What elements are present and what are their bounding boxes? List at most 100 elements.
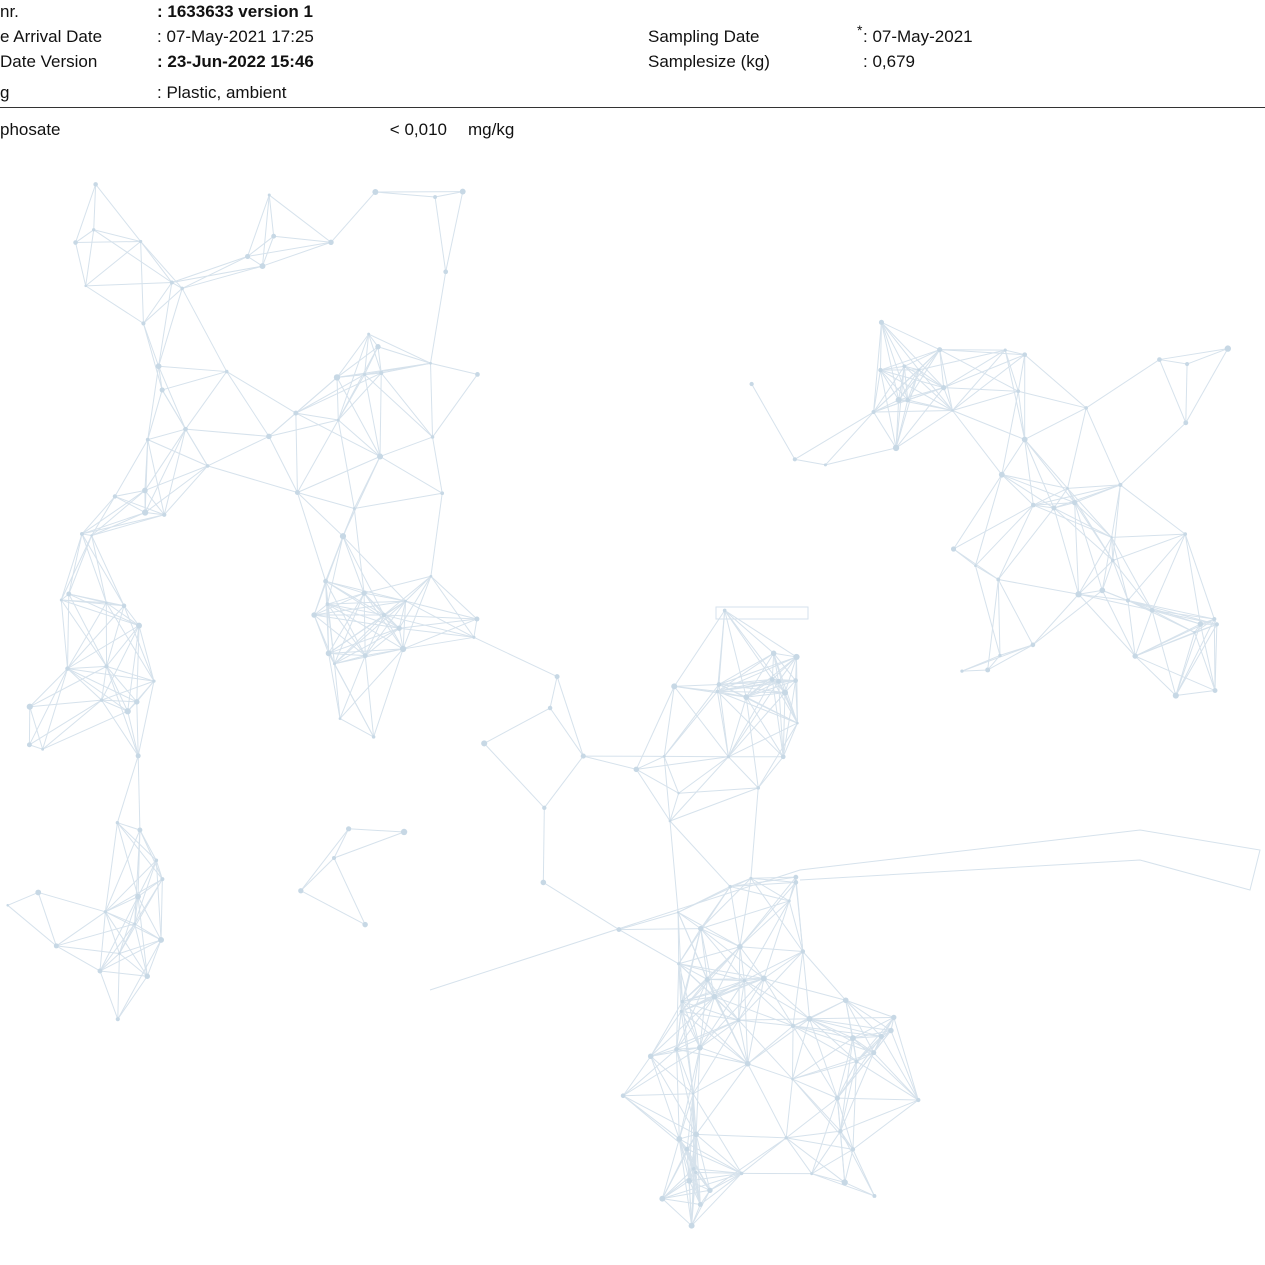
network-line	[742, 1138, 787, 1174]
network-line	[758, 757, 783, 788]
network-dot	[73, 240, 78, 245]
network-dot	[671, 683, 677, 689]
field-label: e Arrival Date	[0, 27, 102, 47]
network-dot	[268, 194, 271, 197]
network-line	[1159, 349, 1227, 360]
network-line	[375, 192, 435, 197]
network-dot	[339, 717, 342, 720]
network-dot	[104, 910, 107, 913]
network-line	[783, 723, 797, 757]
network-dot	[41, 748, 44, 751]
network-dot	[152, 679, 155, 682]
network-dot	[698, 926, 703, 931]
field-label: g	[0, 83, 9, 103]
network-dot	[697, 1045, 703, 1051]
network-dot	[793, 678, 798, 683]
network-dot	[293, 411, 298, 416]
network-line	[227, 372, 269, 437]
network-dot	[1193, 631, 1196, 634]
network-line	[86, 230, 94, 286]
network-line	[86, 241, 141, 285]
network-line	[874, 411, 953, 413]
network-line	[337, 377, 338, 420]
network-dot	[113, 494, 117, 498]
network-line	[349, 829, 404, 832]
network-dot	[770, 677, 775, 682]
network-line	[998, 579, 1078, 594]
field-label: nr.	[0, 2, 19, 22]
network-dot	[382, 613, 386, 617]
network-line	[1002, 475, 1034, 505]
network-line	[772, 679, 783, 756]
network-dot	[225, 370, 229, 374]
network-line	[354, 493, 442, 508]
analyte: phosate	[0, 120, 61, 140]
network-line	[115, 496, 145, 512]
network-dot	[669, 820, 672, 823]
network-line	[739, 1019, 810, 1020]
network-line	[1135, 632, 1194, 656]
network-dot	[1022, 437, 1028, 443]
network-dot	[761, 976, 767, 982]
network-line	[43, 711, 128, 749]
network-dot	[460, 189, 466, 195]
network-dot	[937, 347, 942, 352]
network-dot	[433, 195, 437, 199]
network-line	[998, 505, 1033, 579]
network-line	[338, 420, 354, 508]
network-line	[1214, 619, 1215, 690]
network-line	[1086, 360, 1159, 408]
network-line	[853, 1100, 918, 1149]
network-line	[92, 513, 146, 536]
network-line	[746, 697, 758, 788]
field-value: : 0,679	[863, 52, 915, 72]
network-dot	[905, 398, 910, 403]
network-line	[1128, 600, 1214, 619]
network-line	[543, 808, 544, 883]
network-line	[76, 184, 96, 242]
network-line	[148, 366, 159, 439]
network-dot	[139, 240, 142, 243]
network-dot	[854, 1059, 858, 1063]
network-dot	[1099, 587, 1105, 593]
network-line	[94, 184, 96, 229]
network-dot	[771, 651, 776, 656]
network-line	[786, 1138, 812, 1174]
network-dot	[377, 453, 383, 459]
network-dot	[142, 488, 148, 494]
network-line	[140, 830, 156, 860]
network-line	[269, 195, 273, 236]
network-dot	[1110, 536, 1112, 538]
network-dot	[801, 949, 805, 953]
network-line	[474, 637, 557, 676]
network-dot	[141, 321, 145, 325]
network-dot	[125, 708, 131, 714]
network-dot	[648, 1053, 654, 1059]
network-dot	[872, 410, 876, 414]
network-dot	[974, 564, 977, 567]
network-dot	[66, 592, 71, 597]
network-line	[159, 366, 186, 429]
network-dot	[429, 362, 432, 365]
network-dot	[90, 534, 93, 537]
network-line	[1186, 349, 1228, 423]
network-dot	[740, 1172, 744, 1176]
network-line	[1135, 656, 1176, 695]
network-dot	[266, 434, 272, 440]
network-dot	[332, 856, 336, 860]
network-dot	[824, 463, 827, 466]
network-line	[1068, 488, 1113, 560]
network-dot	[298, 888, 303, 893]
network-dot	[80, 532, 84, 536]
network-line	[786, 1079, 792, 1138]
network-dot	[206, 464, 210, 468]
field-value: : 07-May-2021 17:25	[157, 27, 314, 47]
network-dot	[737, 944, 743, 950]
network-dot	[160, 877, 164, 881]
network-line	[812, 1098, 838, 1174]
network-line	[1113, 560, 1128, 600]
network-dot	[879, 1034, 884, 1039]
network-line	[38, 892, 105, 911]
network-line	[148, 390, 162, 440]
network-dot	[404, 600, 407, 603]
